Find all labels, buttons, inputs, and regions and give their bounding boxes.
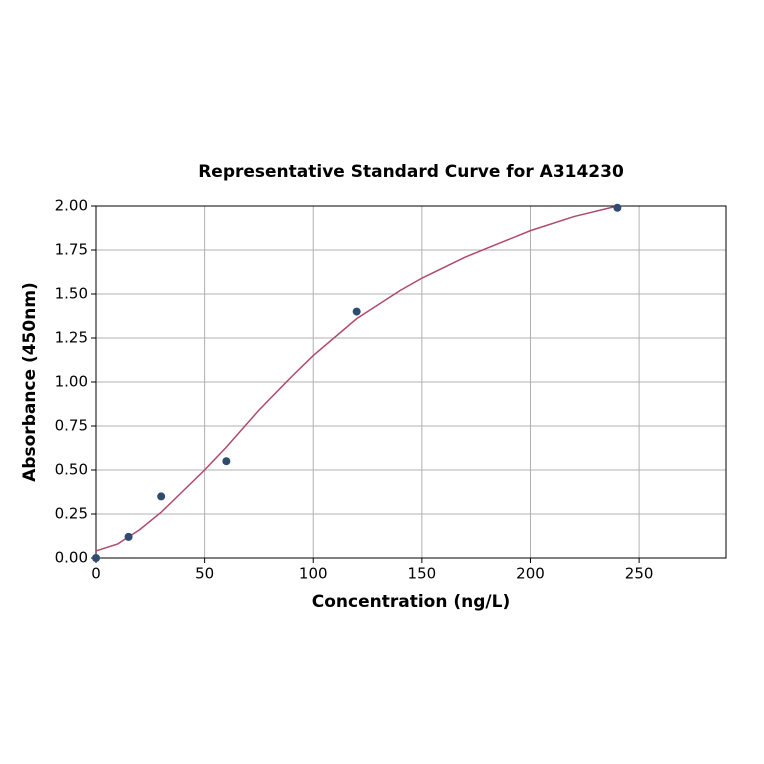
- data-point: [157, 492, 166, 501]
- y-tick-label: 2.00: [55, 197, 88, 215]
- y-tick-label: 0.25: [55, 505, 88, 523]
- x-tick-label: 100: [299, 565, 328, 583]
- chart-title: Representative Standard Curve for A31423…: [198, 162, 624, 182]
- fit-curve: [95, 205, 618, 552]
- y-tick-label: 1.50: [55, 285, 88, 303]
- x-tick-label: 150: [408, 565, 437, 583]
- y-axis-label: Absorbance (450nm): [20, 282, 40, 482]
- data-point: [352, 307, 361, 316]
- x-tick-label: 200: [516, 565, 545, 583]
- plot-frame: [95, 205, 727, 559]
- data-point: [222, 457, 231, 466]
- x-tick-label: 250: [625, 565, 654, 583]
- y-tick-label: 0.75: [55, 417, 88, 435]
- data-point: [124, 532, 133, 541]
- y-tick-label: 1.75: [55, 241, 88, 259]
- y-tick-label: 1.25: [55, 329, 88, 347]
- y-tick-label: 0.50: [55, 461, 88, 479]
- y-tick-label: 0.00: [55, 549, 88, 567]
- x-axis-label: Concentration (ng/L): [312, 592, 510, 612]
- x-tick-label: 0: [91, 565, 101, 583]
- x-tick-label: 50: [195, 565, 214, 583]
- data-point: [613, 203, 622, 212]
- data-point: [92, 554, 100, 562]
- y-tick-label: 1.00: [55, 373, 88, 391]
